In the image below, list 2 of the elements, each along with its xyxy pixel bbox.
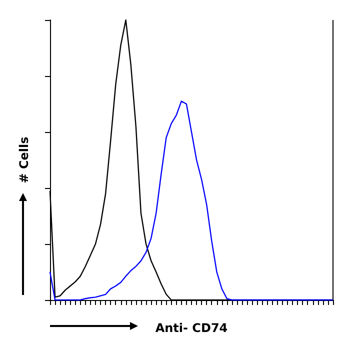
x-axis-title: Anti- CD74 [155,321,228,335]
y-axis-title: # Cells [17,136,31,184]
